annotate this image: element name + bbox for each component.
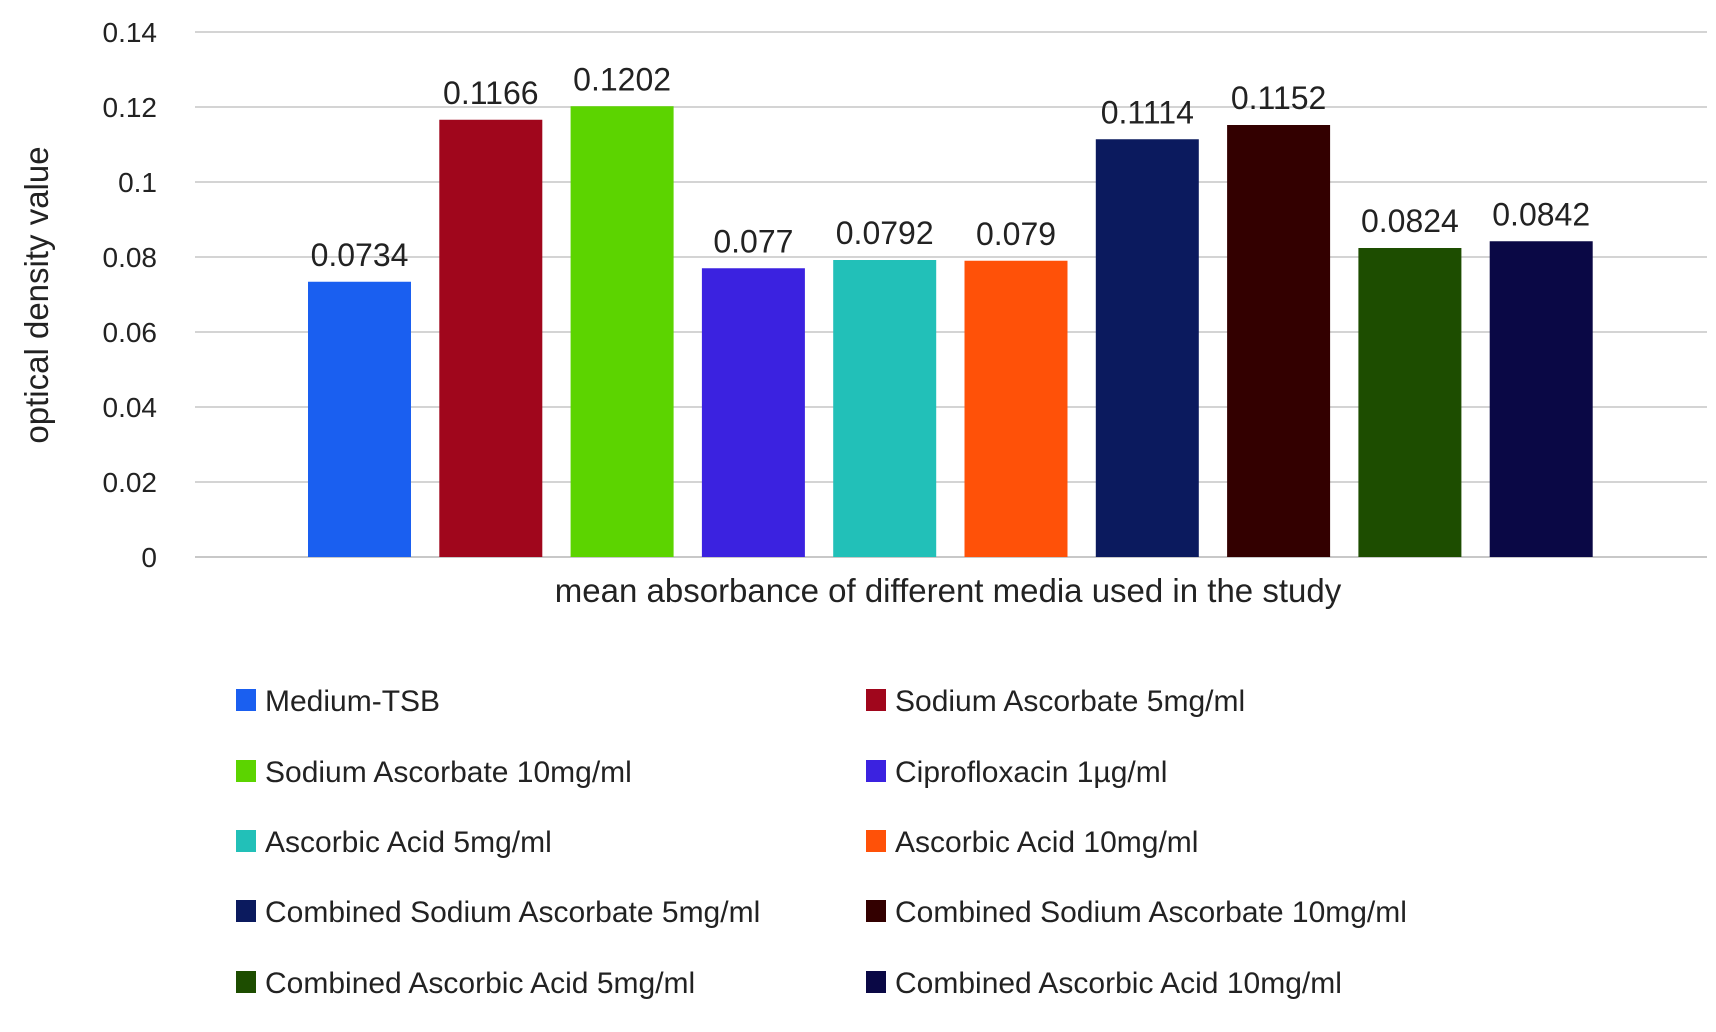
legend-label: Medium-TSB — [265, 685, 440, 718]
legend: Medium-TSB Sodium Ascorbate 5mg/ml Sodium … — [236, 685, 1407, 1000]
legend-swatch — [236, 689, 256, 711]
legend-item: Sodium Ascorbate 5mg/ml — [866, 685, 1245, 718]
data-label: 0.0824 — [1361, 203, 1459, 239]
legend-label: Combined Ascorbic Acid 5mg/ml — [265, 967, 695, 1000]
legend-item: Combined Sodium Ascorbate 5mg/ml — [236, 896, 760, 929]
y-tick-label: 0.04 — [103, 392, 158, 423]
legend-swatch — [236, 760, 256, 782]
legend-item: Combined Ascorbic Acid 10mg/ml — [866, 967, 1342, 1000]
y-tick-label: 0.1 — [118, 167, 157, 198]
data-label: 0.1114 — [1101, 94, 1194, 130]
legend-item: Medium-TSB — [236, 685, 440, 718]
y-tick-label: 0.14 — [103, 17, 158, 48]
bar — [1095, 139, 1199, 557]
data-label: 0.0792 — [836, 215, 934, 251]
legend-swatch — [236, 900, 256, 922]
bar — [439, 119, 543, 557]
legend-label: Ascorbic Acid 5mg/ml — [265, 826, 552, 859]
legend-item: Ciprofloxacin 1µg/ml — [866, 756, 1167, 789]
data-label: 0.077 — [713, 223, 793, 259]
bar — [1227, 125, 1331, 557]
gridlines — [195, 31, 1707, 558]
bar — [964, 260, 1068, 557]
legend-swatch — [866, 689, 886, 711]
legend-label: Combined Ascorbic Acid 10mg/ml — [895, 967, 1342, 1000]
legend-item: Combined Sodium Ascorbate 10mg/ml — [866, 896, 1407, 929]
legend-item: Ascorbic Acid 5mg/ml — [236, 826, 552, 859]
y-tick-label: 0.08 — [103, 242, 158, 273]
data-label: 0.1202 — [573, 61, 671, 97]
bar — [1358, 248, 1462, 557]
y-tick-labels: 0 0.02 0.04 0.06 0.08 0.1 0.12 0.14 — [103, 17, 158, 573]
data-label: 0.1166 — [443, 75, 539, 111]
bars — [308, 106, 1593, 557]
data-label: 0.0734 — [311, 237, 409, 273]
legend-label: Sodium Ascorbate 10mg/ml — [265, 756, 632, 789]
data-label: 0.1152 — [1231, 80, 1327, 116]
data-label: 0.079 — [976, 216, 1056, 252]
data-labels: 0.0734 0.1166 0.1202 0.077 0.0792 0.079 0.1114… — [311, 61, 1591, 273]
bar — [701, 268, 805, 557]
y-tick-label: 0 — [141, 542, 157, 573]
y-tick-label: 0.12 — [103, 92, 158, 123]
legend-item: Sodium Ascorbate 10mg/ml — [236, 756, 632, 789]
y-axis-label: optical density value — [18, 146, 55, 443]
legend-swatch — [866, 971, 886, 993]
legend-swatch — [866, 900, 886, 922]
legend-label: Ascorbic Acid 10mg/ml — [895, 826, 1198, 859]
bar — [1489, 241, 1593, 557]
bar — [833, 260, 937, 557]
x-axis-label: mean absorbance of different media used … — [555, 572, 1342, 609]
legend-label: Sodium Ascorbate 5mg/ml — [895, 685, 1245, 718]
bar — [570, 106, 674, 557]
data-label: 0.0842 — [1492, 196, 1590, 232]
legend-swatch — [866, 830, 886, 852]
legend-swatch — [236, 830, 256, 852]
y-tick-label: 0.06 — [103, 317, 158, 348]
legend-label: Combined Sodium Ascorbate 10mg/ml — [895, 896, 1407, 929]
bar — [308, 281, 411, 557]
legend-label: Ciprofloxacin 1µg/ml — [895, 756, 1167, 789]
legend-swatch — [236, 971, 256, 993]
legend-item: Combined Ascorbic Acid 5mg/ml — [236, 967, 695, 1000]
legend-item: Ascorbic Acid 10mg/ml — [866, 826, 1198, 859]
legend-label: Combined Sodium Ascorbate 5mg/ml — [265, 896, 760, 929]
y-tick-label: 0.02 — [103, 467, 158, 498]
legend-swatch — [866, 760, 886, 782]
